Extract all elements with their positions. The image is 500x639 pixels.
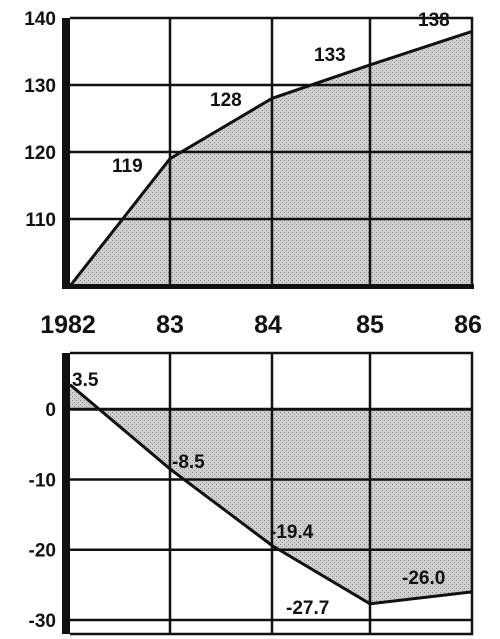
bottom-ytick-label: -20 (29, 541, 56, 562)
top-ytick-label: 130 (24, 76, 56, 97)
category-label: 1982 (40, 311, 96, 339)
category-label: 84 (254, 311, 282, 339)
top-data-label: 138 (418, 10, 450, 31)
bottom-data-label: -19.4 (270, 522, 314, 543)
top-ytick-label: 110 (25, 210, 56, 231)
bottom-ytick-label: -10 (29, 470, 56, 491)
category-label: 85 (356, 311, 384, 339)
top-chart: 140 130 120 110 119 128 133 138 (24, 9, 474, 289)
top-ytick-label: 140 (24, 9, 56, 30)
bottom-data-label: 3.5 (72, 370, 99, 391)
category-axis: 1982 83 84 85 86 (40, 311, 482, 339)
bottom-y-axis (62, 353, 70, 634)
bottom-data-label: -27.7 (286, 598, 329, 619)
bottom-ytick-label: -30 (29, 611, 56, 632)
top-data-label: 128 (210, 90, 242, 111)
top-data-label: 133 (314, 45, 346, 66)
top-x-axis (62, 284, 474, 289)
bottom-data-label: -26.0 (402, 568, 445, 589)
category-label: 83 (156, 311, 184, 339)
bottom-series-line (69, 383, 473, 606)
top-y-axis (62, 18, 70, 286)
bottom-area-fill-negative (99, 409, 473, 604)
bottom-chart: 0 -10 -20 -30 3.5 -8.5 -19.4 -27.7 -26.0 (29, 351, 474, 636)
bottom-data-label: -8.5 (172, 452, 205, 473)
category-label: 86 (454, 311, 482, 339)
bottom-ytick-label: 0 (45, 400, 56, 421)
bottom-frame (70, 351, 474, 636)
top-series-line (68, 29, 473, 287)
top-ytick-label: 120 (24, 143, 56, 164)
top-data-label: 119 (112, 156, 143, 177)
